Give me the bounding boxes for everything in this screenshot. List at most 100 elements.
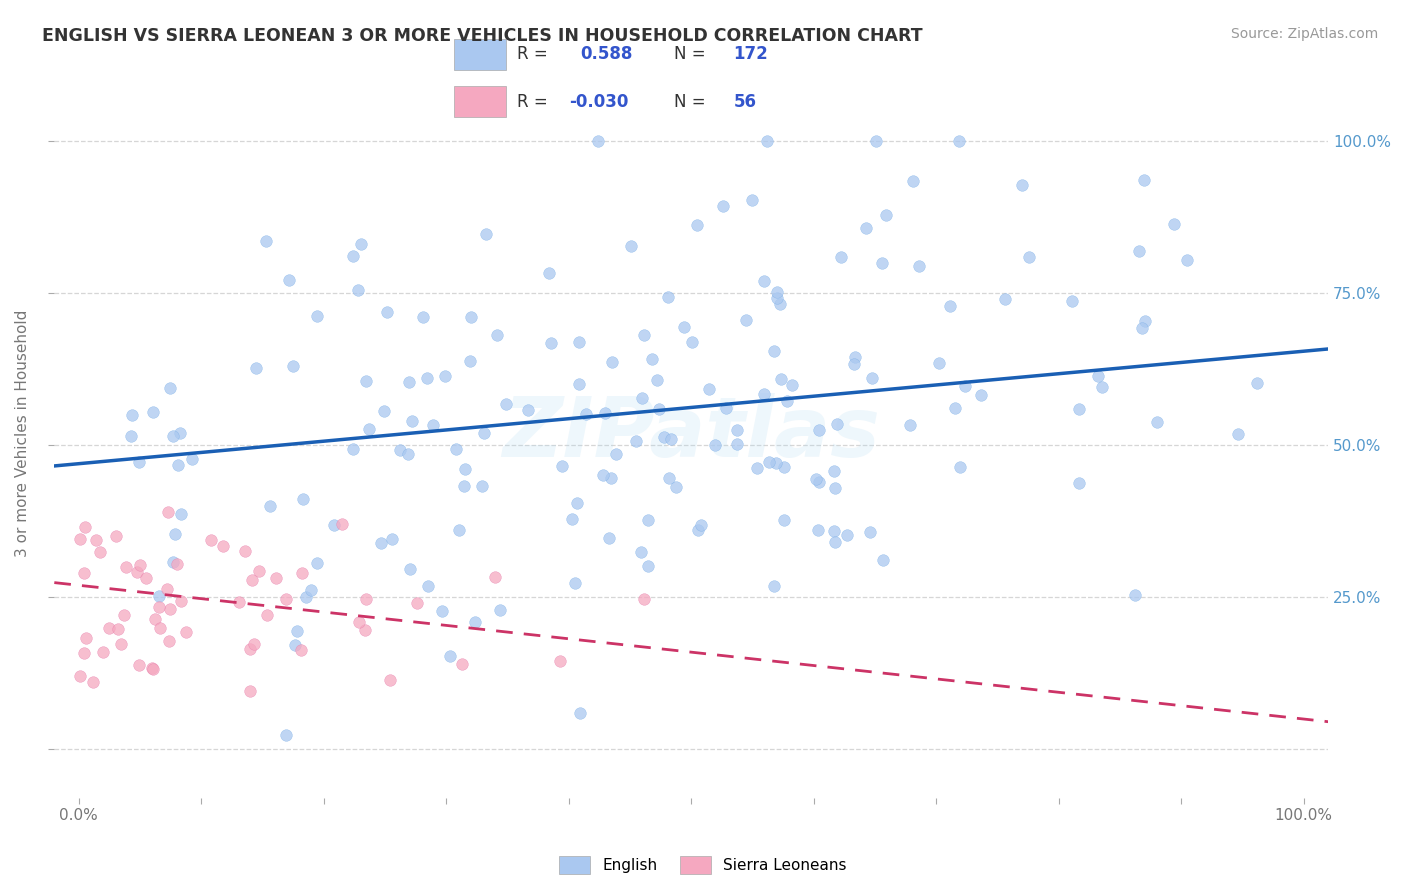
Point — [1123, 588, 1146, 602]
Point — [631, 391, 654, 405]
Point — [399, 562, 422, 576]
Point — [284, 638, 307, 652]
Point — [434, 369, 457, 384]
Point — [307, 309, 329, 323]
Point — [711, 199, 734, 213]
Point — [378, 673, 401, 687]
Point — [121, 408, 143, 422]
Point — [658, 471, 681, 485]
Point — [159, 381, 181, 395]
Point — [823, 465, 845, 479]
Point — [1067, 475, 1090, 490]
Point — [291, 492, 314, 507]
Point — [75, 631, 97, 645]
Point — [752, 387, 775, 401]
Point — [763, 579, 786, 593]
Point — [568, 377, 591, 392]
Point — [444, 442, 467, 457]
Point — [285, 624, 308, 638]
Point — [274, 591, 297, 606]
Point — [370, 536, 392, 550]
Point — [994, 292, 1017, 306]
Point — [830, 251, 852, 265]
Point — [804, 472, 827, 486]
Point — [665, 480, 688, 494]
Text: N =: N = — [673, 45, 706, 63]
Point — [561, 512, 583, 526]
Point — [239, 684, 262, 698]
Point — [212, 539, 235, 553]
Point — [169, 507, 191, 521]
Point — [148, 599, 170, 614]
Point — [758, 455, 780, 469]
Point — [1067, 401, 1090, 416]
Point — [564, 575, 586, 590]
Point — [593, 406, 616, 420]
Point — [600, 470, 623, 484]
Point — [322, 518, 344, 533]
Point — [928, 356, 950, 370]
Text: -0.030: -0.030 — [569, 93, 628, 111]
Point — [485, 328, 508, 343]
Point — [412, 310, 434, 325]
Point — [1130, 321, 1153, 335]
Point — [970, 387, 993, 401]
Point — [69, 532, 91, 546]
Point — [114, 560, 136, 574]
Point — [165, 527, 187, 541]
Point — [844, 358, 866, 372]
Point — [637, 513, 659, 527]
Point — [128, 455, 150, 469]
Point — [148, 590, 170, 604]
Point — [120, 429, 142, 443]
Point — [472, 425, 495, 440]
Point — [1146, 415, 1168, 429]
Point — [714, 401, 737, 415]
Point — [447, 523, 470, 537]
Point — [141, 661, 163, 675]
Point — [166, 557, 188, 571]
Point — [824, 534, 846, 549]
Text: ZIPatlas: ZIPatlas — [502, 392, 880, 474]
Point — [228, 595, 250, 609]
Point — [735, 312, 758, 326]
Point — [401, 414, 423, 428]
Point — [1011, 178, 1033, 193]
Point — [567, 496, 589, 510]
Point — [495, 397, 517, 411]
Point — [416, 579, 439, 593]
Point — [773, 513, 796, 527]
Point — [489, 603, 512, 617]
Point — [142, 405, 165, 419]
Text: N =: N = — [673, 93, 706, 111]
Point — [128, 657, 150, 672]
Point — [824, 481, 846, 495]
Point — [305, 557, 328, 571]
Point — [240, 573, 263, 587]
Point — [770, 372, 793, 386]
Point — [245, 361, 267, 376]
Point — [1132, 173, 1154, 187]
Point — [347, 615, 370, 630]
Point — [776, 394, 799, 409]
Point — [686, 218, 709, 232]
Point — [938, 299, 960, 313]
Point — [1062, 293, 1084, 308]
Point — [575, 407, 598, 421]
Point — [243, 637, 266, 651]
Point — [142, 662, 165, 676]
Point — [484, 569, 506, 583]
Point — [330, 516, 353, 531]
Point — [765, 456, 787, 470]
Text: Source: ZipAtlas.com: Source: ZipAtlas.com — [1230, 27, 1378, 41]
Point — [645, 373, 668, 387]
Point — [697, 383, 720, 397]
Point — [347, 283, 370, 297]
Point — [451, 657, 474, 671]
Text: 172: 172 — [734, 45, 768, 63]
Point — [1128, 244, 1150, 258]
Point — [908, 259, 931, 273]
Point — [264, 572, 287, 586]
Point — [398, 375, 420, 389]
Point — [901, 174, 924, 188]
